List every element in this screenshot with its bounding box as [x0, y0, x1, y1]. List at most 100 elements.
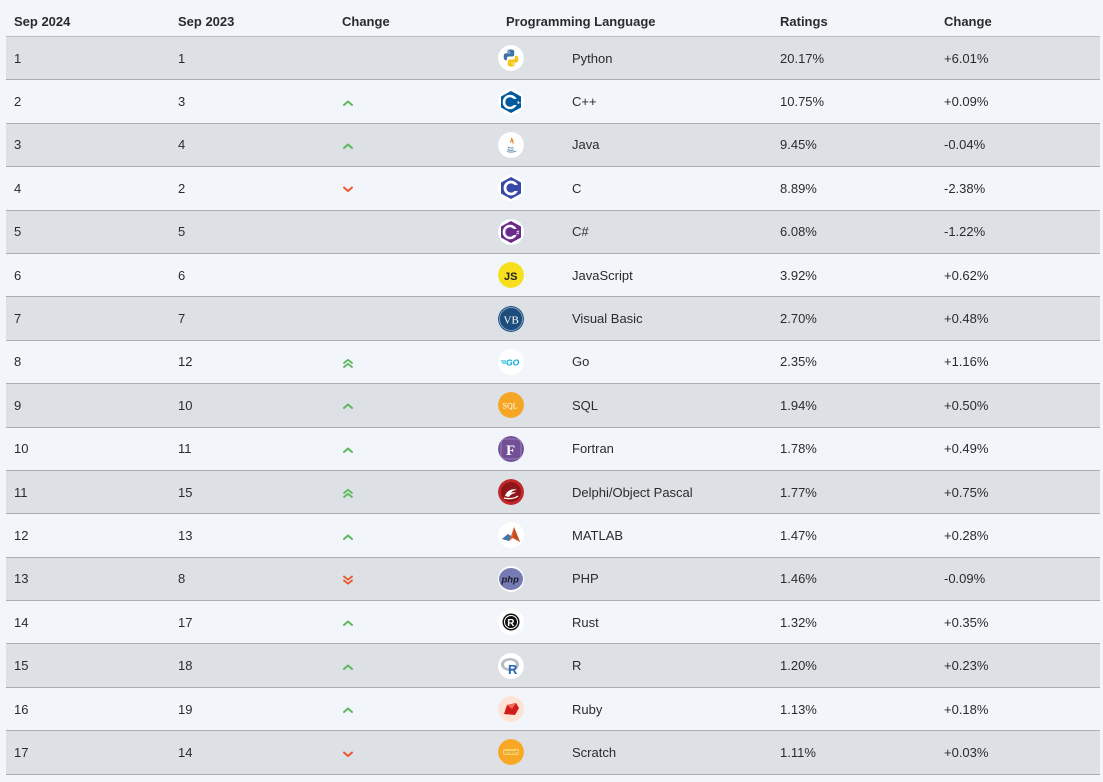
language-name[interactable]: Rust: [564, 600, 772, 645]
language-name[interactable]: C++: [564, 79, 772, 124]
go-icon: GO: [498, 348, 524, 375]
language-name[interactable]: JavaScript: [564, 253, 772, 298]
rank-change: [334, 513, 498, 558]
arrow-down-icon: [342, 748, 354, 760]
table-row[interactable]: 8 12 GO Go 2.35% +1.16%: [6, 340, 1100, 385]
rating-change: +0.18%: [936, 687, 1100, 732]
table-row[interactable]: 16 19 Ruby 1.13% +0.18%: [6, 687, 1100, 732]
rating-change: -2.38%: [936, 166, 1100, 211]
java-icon: [498, 131, 524, 158]
language-logo-cell: [498, 166, 564, 211]
rank-change: [334, 687, 498, 732]
header-programming-language[interactable]: Programming Language: [498, 6, 772, 37]
rating-value: 1.77%: [772, 470, 936, 515]
table-row[interactable]: 17 14 scratch Scratch 1.11% +0.03%: [6, 730, 1100, 775]
rank-previous: 4: [170, 123, 334, 168]
rating-value: 1.11%: [772, 730, 936, 775]
table-row[interactable]: 7 7 VB Visual Basic 2.70% +0.48%: [6, 296, 1100, 341]
language-logo-cell: VB: [498, 296, 564, 341]
rank-previous: 3: [170, 79, 334, 124]
rating-value: 1.78%: [772, 427, 936, 471]
rank-current: 11: [6, 470, 170, 515]
language-logo-cell: scratch: [498, 730, 564, 775]
double-arrow-down-icon: [342, 574, 354, 586]
visual-basic-icon: VB: [498, 305, 524, 332]
table-row[interactable]: 10 11 F Fortran 1.78% +0.49%: [6, 427, 1100, 471]
table-row[interactable]: 4 2 C 8.89% -2.38%: [6, 166, 1100, 211]
table-row[interactable]: 13 8 php PHP 1.46% -0.09%: [6, 557, 1100, 602]
table-row[interactable]: 12 13 MATLAB 1.47% +0.28%: [6, 513, 1100, 558]
language-name[interactable]: Java: [564, 123, 772, 168]
table-row[interactable]: 5 5 # C# 6.08% -1.22%: [6, 210, 1100, 254]
arrow-up-icon: [342, 97, 354, 109]
header-sep-2023[interactable]: Sep 2023: [170, 6, 334, 37]
language-logo-cell: [498, 36, 564, 81]
php-icon: php: [498, 565, 524, 592]
language-name[interactable]: Python: [564, 36, 772, 81]
language-logo-cell: R: [498, 600, 564, 645]
language-name[interactable]: SQL: [564, 383, 772, 428]
rank-previous: 1: [170, 36, 334, 81]
language-name[interactable]: Fortran: [564, 427, 772, 471]
rank-change: [334, 643, 498, 688]
rank-previous: 2: [170, 166, 334, 211]
table-row[interactable]: 14 17 R Rust 1.32% +0.35%: [6, 600, 1100, 645]
rank-current: 3: [6, 123, 170, 168]
rating-value: 1.20%: [772, 643, 936, 688]
language-name[interactable]: R: [564, 643, 772, 688]
language-name[interactable]: Delphi/Object Pascal: [564, 470, 772, 515]
table-row[interactable]: 9 10 SQL SQL 1.94% +0.50%: [6, 383, 1100, 428]
rank-change: [334, 253, 498, 298]
language-logo-cell: F: [498, 427, 564, 471]
svg-text:VB: VB: [504, 314, 519, 326]
rank-current: 12: [6, 513, 170, 558]
header-ratings[interactable]: Ratings: [772, 6, 936, 37]
language-name[interactable]: Go: [564, 340, 772, 385]
language-logo-cell: JS: [498, 253, 564, 298]
header-change[interactable]: Change: [334, 6, 498, 37]
double-arrow-up-icon: [342, 357, 354, 369]
rating-value: 3.92%: [772, 253, 936, 298]
table-row[interactable]: 6 6 JS JavaScript 3.92% +0.62%: [6, 253, 1100, 298]
rating-value: 6.08%: [772, 210, 936, 254]
rank-previous: 14: [170, 730, 334, 775]
rating-change: -0.09%: [936, 557, 1100, 602]
language-name[interactable]: Scratch: [564, 730, 772, 775]
rank-change: [334, 470, 498, 515]
table-row[interactable]: 1 1 Python 20.17% +6.01%: [6, 36, 1100, 81]
language-name[interactable]: Visual Basic: [564, 296, 772, 341]
rating-change: +0.62%: [936, 253, 1100, 298]
rating-value: 1.94%: [772, 383, 936, 428]
rank-change: [334, 210, 498, 254]
header-sep-2024[interactable]: Sep 2024: [6, 6, 170, 37]
rating-change: +0.75%: [936, 470, 1100, 515]
language-name[interactable]: MATLAB: [564, 513, 772, 558]
table-row[interactable]: 3 4 Java 9.45% -0.04%: [6, 123, 1100, 168]
header-rating-change[interactable]: Change: [936, 6, 1100, 37]
rank-change: [334, 166, 498, 211]
table-body: 1 1 Python 20.17% +6.01% 2 3 ++ C++ 10.75% +0.09% 3…: [6, 36, 1100, 775]
rating-value: 2.35%: [772, 340, 936, 385]
scratch-icon: scratch: [498, 739, 524, 766]
language-name[interactable]: Ruby: [564, 687, 772, 732]
language-name[interactable]: C#: [564, 210, 772, 254]
language-logo-cell: [498, 470, 564, 515]
delphi-icon: [498, 479, 524, 506]
rating-value: 1.47%: [772, 513, 936, 558]
rating-value: 20.17%: [772, 36, 936, 81]
table-row[interactable]: 11 15 Delphi/Object Pascal 1.77% +0.75%: [6, 470, 1100, 515]
rank-previous: 13: [170, 513, 334, 558]
language-logo-cell: php: [498, 557, 564, 602]
ranking-table: Sep 2024 Sep 2023 Change Programming Lan…: [6, 6, 1100, 775]
r-icon: R: [498, 652, 524, 679]
svg-text:JS: JS: [504, 271, 517, 283]
language-name[interactable]: PHP: [564, 557, 772, 602]
python-icon: [498, 45, 524, 72]
table-row[interactable]: 2 3 ++ C++ 10.75% +0.09%: [6, 79, 1100, 124]
svg-text:php: php: [501, 574, 520, 585]
rank-current: 10: [6, 427, 170, 471]
rating-value: 1.13%: [772, 687, 936, 732]
language-name[interactable]: C: [564, 166, 772, 211]
rank-current: 4: [6, 166, 170, 211]
table-row[interactable]: 15 18 R R 1.20% +0.23%: [6, 643, 1100, 688]
